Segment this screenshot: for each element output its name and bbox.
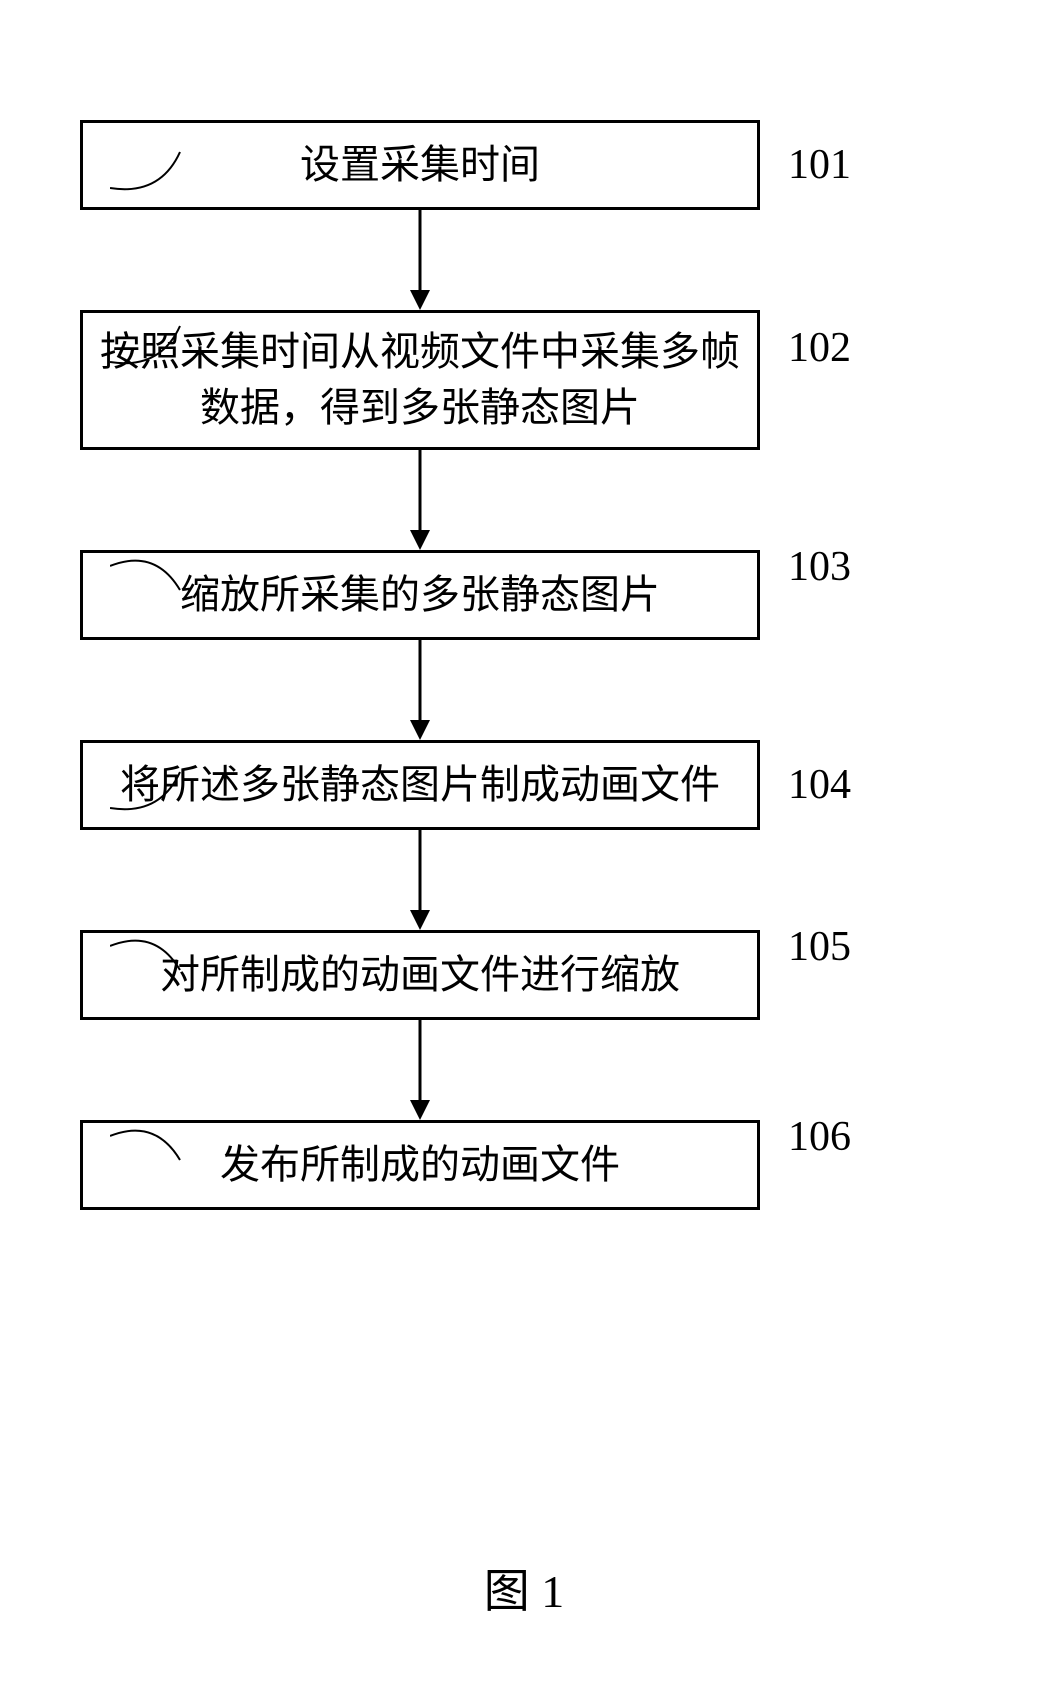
flow-step: 对所制成的动画文件进行缩放 105 [80,930,960,1020]
step-label: 101 [788,141,851,189]
flow-text: 对所制成的动画文件进行缩放 [160,947,680,1003]
connector-curve-icon [110,768,210,828]
step-label: 102 [788,324,851,372]
flow-step: 发布所制成的动画文件 106 [80,1120,960,1210]
flow-text: 发布所制成的动画文件 [220,1137,620,1193]
arrow-down-icon [80,210,760,310]
step-label: 106 [788,1113,851,1161]
step-label: 103 [788,543,851,591]
flowchart-container: 设置采集时间 101 按照采集时间从视频文件中采集多帧 数据，得到多张静态图片 … [80,120,960,1210]
arrow-down-icon [80,830,760,930]
flow-text: 缩放所采集的多张静态图片 [180,567,660,623]
step-label: 104 [788,761,851,809]
flow-step: 缩放所采集的多张静态图片 103 [80,550,960,640]
connector-curve-icon [110,538,210,598]
flow-step: 设置采集时间 101 [80,120,960,210]
flow-text: 设置采集时间 [300,137,540,193]
figure-caption: 图 1 [0,1555,1048,1621]
step-label: 105 [788,923,851,971]
flow-text: 数据，得到多张静态图片 [200,380,640,436]
arrow-down-icon [80,1020,760,1120]
flow-step: 将所述多张静态图片制成动画文件 104 [80,740,960,830]
connector-curve-icon [110,148,210,208]
connector-curve-icon [110,1108,210,1168]
connector-curve-icon [110,322,210,382]
arrow-down-icon [80,450,760,550]
connector-curve-icon [110,918,210,978]
flow-step: 按照采集时间从视频文件中采集多帧 数据，得到多张静态图片 102 [80,310,960,450]
arrow-down-icon [80,640,760,740]
flow-text: 将所述多张静态图片制成动画文件 [120,757,720,813]
